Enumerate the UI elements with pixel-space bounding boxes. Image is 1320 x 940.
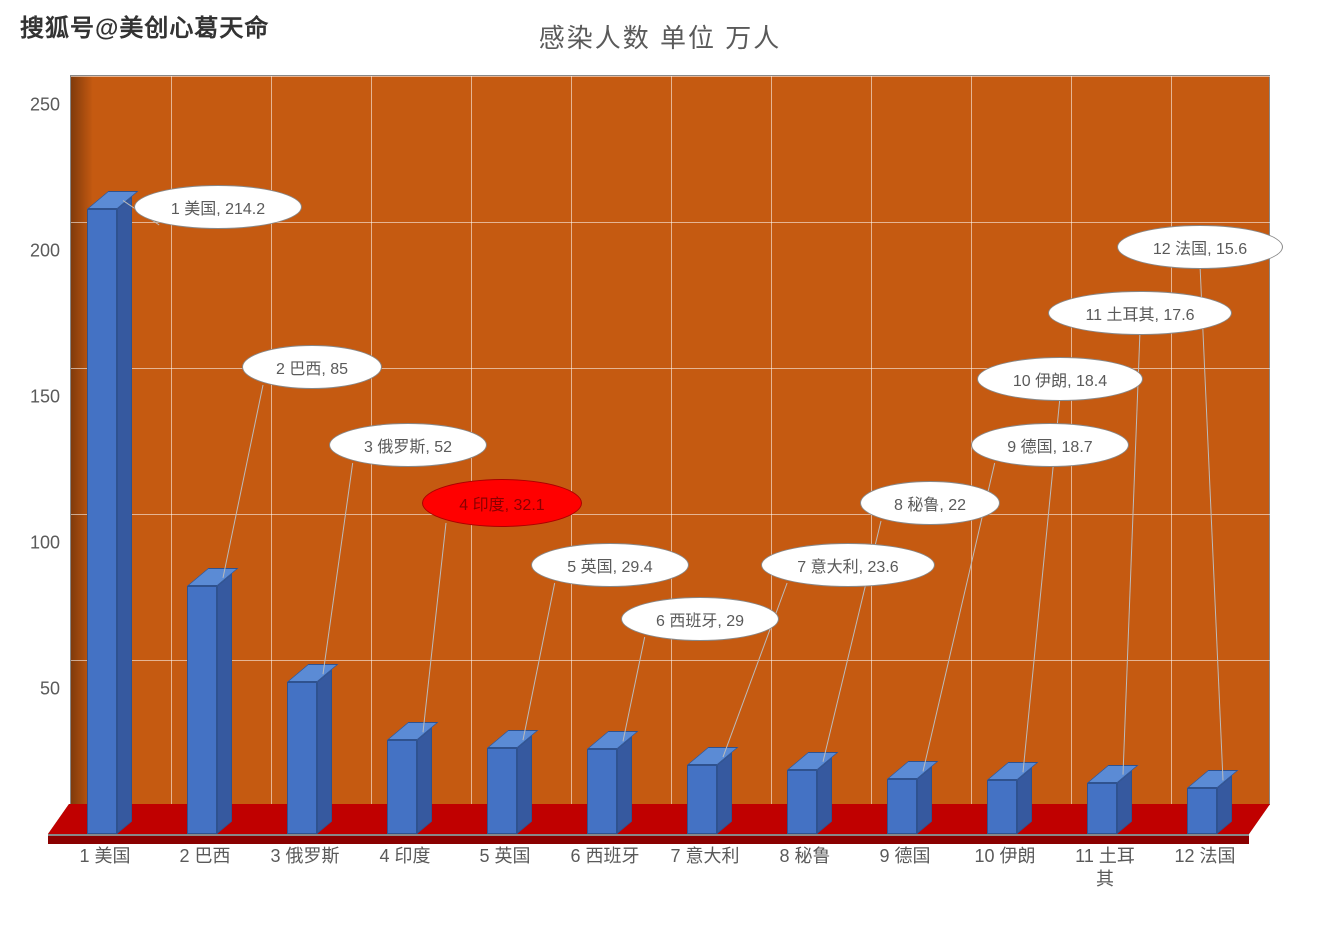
x-tick-label: 3 俄罗斯: [255, 845, 355, 868]
chart-container: 050100150200250 1 美国, 214.22 巴西, 853 俄罗斯…: [70, 75, 1300, 895]
y-tick-label: 200: [20, 241, 60, 262]
y-tick-label: 250: [20, 95, 60, 116]
x-tick-label: 4 印度: [355, 845, 455, 868]
callout-highlight: 4 印度, 32.1: [422, 479, 582, 527]
x-tick-label: 9 德国: [855, 845, 955, 868]
x-axis: 1 美国2 巴西3 俄罗斯4 印度5 英国6 西班牙7 意大利8 秘鲁9 德国1…: [70, 845, 1270, 905]
x-tick-label: 5 英国: [455, 845, 555, 868]
x-tick-label: 7 意大利: [655, 845, 755, 868]
callout: 8 秘鲁, 22: [860, 481, 1000, 525]
callout: 9 德国, 18.7: [971, 423, 1129, 467]
callout: 3 俄罗斯, 52: [329, 423, 487, 467]
callout: 10 伊朗, 18.4: [977, 357, 1143, 401]
callout: 12 法国, 15.6: [1117, 225, 1283, 269]
x-tick-label: 6 西班牙: [555, 845, 655, 868]
plot-area: 1 美国, 214.2 2 巴西, 85 3 俄罗斯, 52 4 印度, 32.1 5 …: [70, 75, 1270, 835]
callout: 2 巴西, 85: [242, 345, 382, 389]
x-tick-label: 11 土耳 其: [1055, 845, 1155, 892]
callout: 7 意大利, 23.6: [761, 543, 935, 587]
x-tick-label: 8 秘鲁: [755, 845, 855, 868]
x-tick-label: 12 法国: [1155, 845, 1255, 868]
callout: 6 西班牙, 29: [621, 597, 779, 641]
y-tick-label: 50: [20, 679, 60, 700]
x-tick-label: 1 美国: [55, 845, 155, 868]
y-axis: 050100150200250: [20, 75, 60, 835]
y-tick-label: 100: [20, 533, 60, 554]
watermark-text: 搜狐号@美创心葛天命: [20, 8, 269, 43]
callout: 11 土耳其, 17.6: [1048, 291, 1232, 335]
y-tick-label: 150: [20, 387, 60, 408]
callout: 5 英国, 29.4: [531, 543, 689, 587]
callouts-layer: 1 美国, 214.2 2 巴西, 85 3 俄罗斯, 52 4 印度, 32.1 5 …: [70, 75, 1270, 835]
x-tick-label: 10 伊朗: [955, 845, 1055, 868]
callout: 1 美国, 214.2: [134, 185, 302, 229]
x-tick-label: 2 巴西: [155, 845, 255, 868]
